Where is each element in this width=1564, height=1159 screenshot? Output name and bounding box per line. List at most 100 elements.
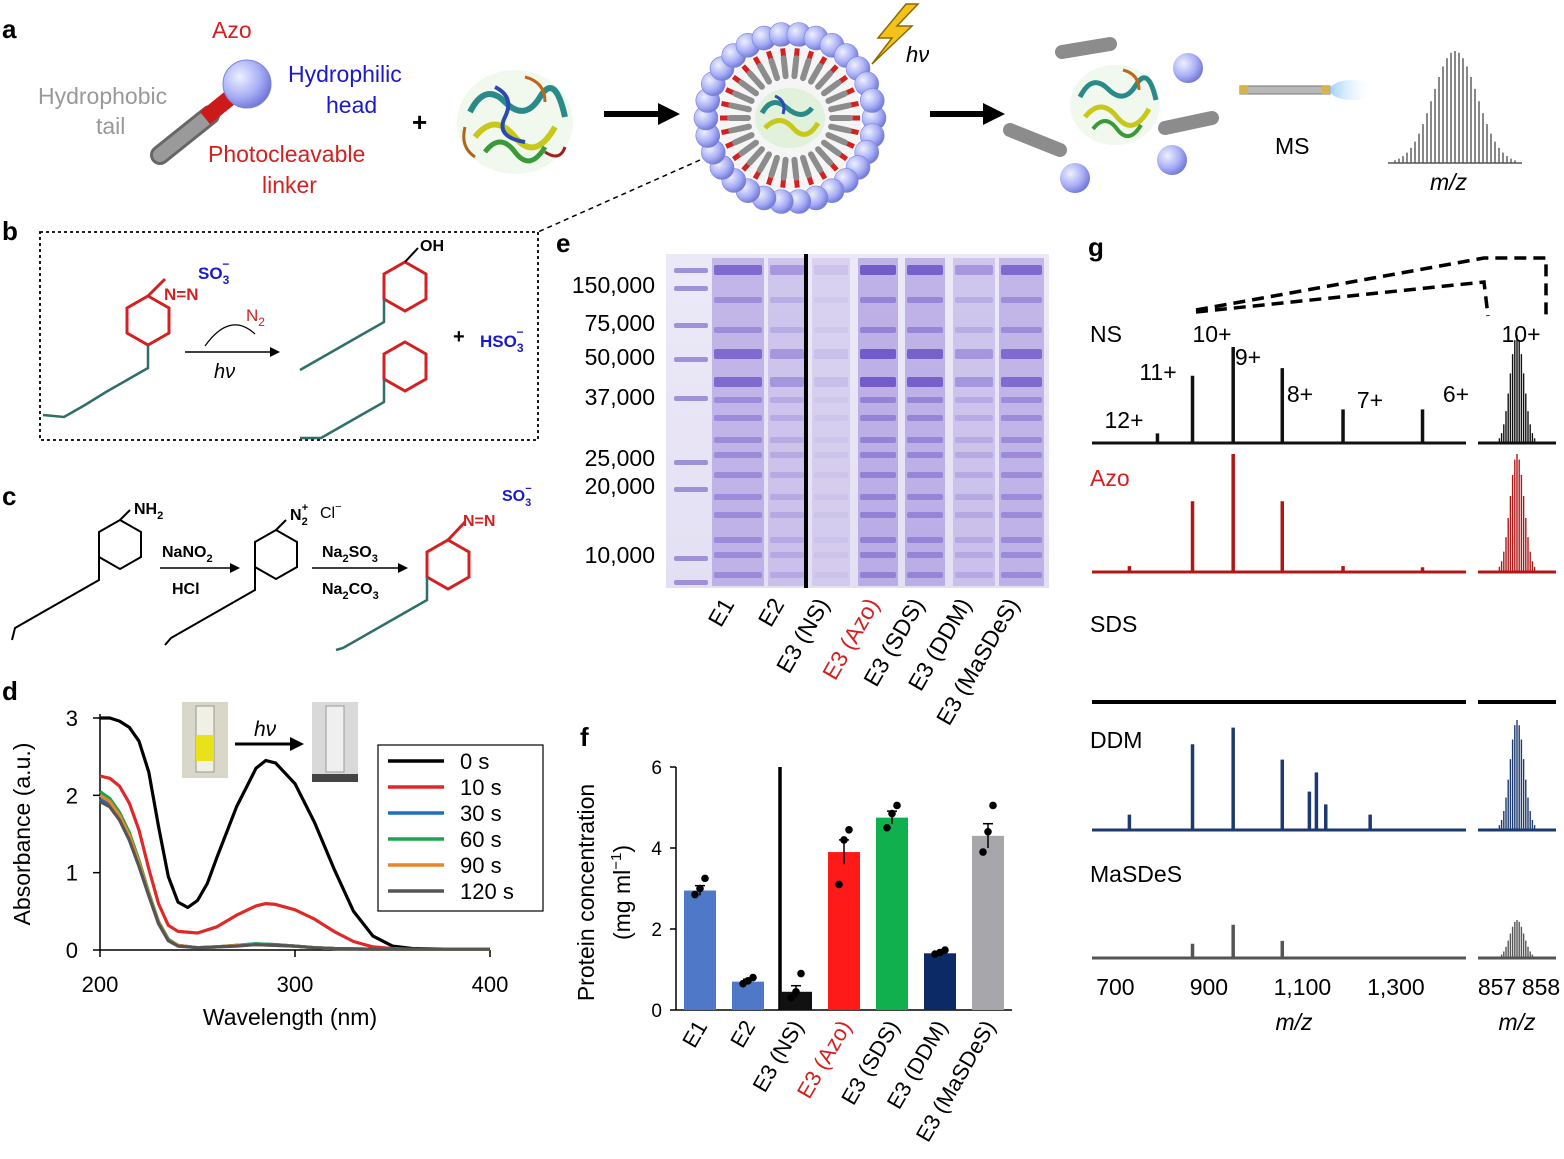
gel-band xyxy=(907,415,943,421)
gel-band xyxy=(1001,437,1042,443)
gel-band xyxy=(814,265,848,275)
data-point xyxy=(691,890,699,899)
charge-state-label: 8+ xyxy=(1287,381,1313,407)
gel-band xyxy=(1001,377,1042,387)
panel-letter-e: e xyxy=(556,228,570,258)
uv-vis-chart: 200 300 400 0 1 2 3 Wavelength (nm) Absorbance (… xyxy=(9,706,544,1030)
gel-band xyxy=(814,297,848,303)
data-point xyxy=(835,880,843,889)
gel-lane xyxy=(712,258,764,586)
micelle-tail-icon xyxy=(728,123,752,134)
gel-band xyxy=(814,494,848,500)
micelle-tail-icon xyxy=(732,132,755,146)
gel-band xyxy=(1001,494,1042,500)
micelle-icon xyxy=(693,22,887,214)
gel-band xyxy=(1001,572,1042,578)
gel-band xyxy=(955,572,993,578)
gel-band xyxy=(955,512,993,518)
reaction-arrow-c1 xyxy=(160,563,240,573)
gel-band xyxy=(1001,537,1042,543)
gel-band xyxy=(814,397,848,403)
n2-label: N2 xyxy=(246,306,265,329)
data-point xyxy=(749,973,757,982)
legend-label: 0 s xyxy=(460,749,489,774)
gel-band xyxy=(907,437,943,443)
ladder-band xyxy=(674,556,708,561)
chloride-label: Cl− xyxy=(320,501,342,522)
gel-lane xyxy=(953,258,995,586)
mz-label-a: m/z xyxy=(1430,169,1468,195)
gel-band xyxy=(714,327,762,333)
plus-sign-b: + xyxy=(453,326,465,348)
azo-surfactant-structure xyxy=(42,277,171,419)
x-tick-label: 400 xyxy=(472,972,509,997)
panel-letter-d: d xyxy=(2,676,18,706)
ladder-band xyxy=(674,268,708,273)
gel-band xyxy=(714,377,762,387)
ms-spectrum-icon xyxy=(1388,51,1522,164)
reaction-arrow-c2 xyxy=(312,563,408,573)
micelle-tail-icon xyxy=(768,154,780,179)
arrow-1-icon xyxy=(604,103,680,125)
gel-band xyxy=(770,472,804,478)
gel-band xyxy=(907,397,943,403)
nn-label-c: N=N xyxy=(463,513,495,530)
ladder-band xyxy=(674,286,708,291)
gel-band xyxy=(814,452,848,458)
gel-band xyxy=(814,377,848,387)
gel-band xyxy=(860,472,896,478)
data-point xyxy=(989,801,997,810)
series-line-10-s xyxy=(99,774,490,951)
gel-band xyxy=(714,512,762,518)
mw-marker-label: 20,000 xyxy=(585,473,655,499)
gel-band xyxy=(714,297,762,303)
x-axis-label: m/z xyxy=(1275,1009,1313,1035)
data-point xyxy=(696,884,704,893)
zoom-connector xyxy=(537,159,701,233)
gel-band xyxy=(860,512,896,518)
gel-band xyxy=(955,377,993,387)
gel-band xyxy=(814,472,848,478)
mw-marker-label: 37,000 xyxy=(585,384,655,410)
gel-band xyxy=(770,494,804,500)
zoom-charge-label: 10+ xyxy=(1501,321,1540,347)
gel-band xyxy=(714,415,762,421)
gel-band xyxy=(770,572,804,578)
gel-band xyxy=(770,552,804,558)
lane-label: E1 xyxy=(703,594,740,631)
gel-band xyxy=(907,572,943,578)
x-tick-label: 900 xyxy=(1190,974,1228,1000)
gel-band xyxy=(907,265,943,275)
gel-band xyxy=(955,437,993,443)
y-tick-label: 2 xyxy=(651,920,662,941)
panel-c: c NH2 NaNO2 HCl N2+ Cl− Na2SO3 Na2CO3 xyxy=(2,481,532,652)
plus-sign: + xyxy=(412,107,427,137)
lightning-icon xyxy=(871,3,920,65)
bar-E3-Azo- xyxy=(828,852,860,1010)
gel-lane xyxy=(905,258,945,586)
gel-band xyxy=(714,537,762,543)
gel-band xyxy=(814,512,848,518)
charge-state-label: 7+ xyxy=(1357,387,1383,413)
y-tick-label: 4 xyxy=(651,839,662,860)
legend-label: 90 s xyxy=(460,853,502,878)
data-point xyxy=(979,848,987,856)
legend-label: 10 s xyxy=(460,775,502,800)
gel-band xyxy=(770,537,804,543)
micelle-tail-icon xyxy=(808,63,823,85)
gel-band xyxy=(814,537,848,543)
data-point xyxy=(888,809,896,818)
ladder-band xyxy=(674,580,708,585)
nano2-label: NaNO2 xyxy=(162,544,213,565)
series-line-120-s xyxy=(99,800,490,951)
diazonium-label: N2+ xyxy=(290,502,308,528)
gel-band xyxy=(907,327,943,333)
gel-lane xyxy=(768,258,806,586)
so3-label-b: SO3− xyxy=(198,257,230,287)
gel-band xyxy=(860,572,896,578)
gel-band xyxy=(714,265,762,275)
charge-state-label: 9+ xyxy=(1235,344,1261,370)
gel-band xyxy=(955,494,993,500)
arrow-2-icon xyxy=(930,103,1005,125)
